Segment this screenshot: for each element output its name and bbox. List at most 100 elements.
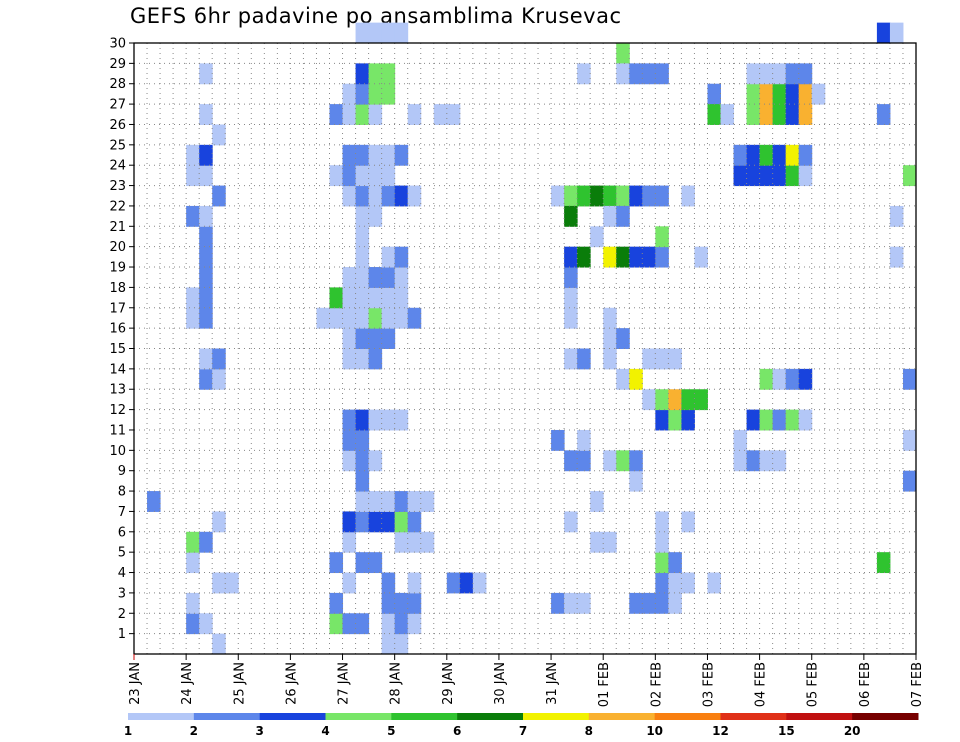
heat-cell (798, 165, 813, 187)
heat-cell (381, 287, 396, 309)
heat-cell (472, 572, 487, 594)
legend-label: 10 (646, 724, 663, 738)
heat-cell (655, 246, 669, 268)
heat-cell (785, 104, 800, 125)
heat-cell (368, 22, 383, 44)
y-tick-label: 10 (109, 444, 126, 459)
heat-cell (342, 165, 357, 187)
heat-cell (342, 267, 357, 288)
heat-cell (329, 165, 344, 187)
heat-cell (329, 104, 344, 125)
heat-cell (577, 246, 591, 268)
heat-cell (551, 185, 565, 207)
legend-label: 4 (321, 724, 329, 738)
legend-label: 1 (124, 724, 132, 738)
x-tick-label: 07 FEB (910, 662, 925, 707)
y-tick-label: 20 (109, 240, 126, 255)
heat-cell (681, 572, 695, 594)
heat-cell (655, 185, 669, 207)
heat-cell (655, 226, 669, 248)
heat-cell (368, 552, 383, 574)
heat-cell (316, 307, 330, 329)
heat-cell (577, 63, 591, 85)
heat-cell (329, 552, 344, 574)
heat-cell (707, 83, 721, 105)
heat-cell (577, 185, 591, 207)
heat-cell (746, 104, 761, 125)
heat-cell (590, 531, 604, 553)
y-tick-label: 29 (109, 57, 126, 72)
heat-cell (212, 572, 226, 594)
heat-cell (407, 491, 422, 512)
heat-cell (746, 450, 761, 472)
x-tick-label: 04 FEB (754, 662, 769, 707)
heat-cell (655, 531, 669, 553)
heat-cell (681, 389, 695, 411)
heat-cell (381, 63, 396, 85)
heat-cell (603, 531, 617, 553)
heat-cell (642, 389, 656, 411)
heat-cell (590, 491, 604, 512)
heat-cell (381, 328, 396, 349)
legend-swatch (457, 713, 524, 720)
heat-cell (342, 185, 357, 207)
heat-cell (394, 511, 409, 533)
heat-cell (212, 368, 226, 390)
heat-cell (798, 63, 813, 85)
heat-cell (368, 205, 383, 227)
x-tick-label: 30 JAN (493, 662, 508, 705)
heat-cell (420, 531, 435, 553)
legend-label: 2 (190, 724, 198, 738)
heat-cell (368, 267, 383, 288)
heat-cell (459, 572, 474, 594)
heat-cell (785, 409, 800, 431)
x-tick-label: 28 JAN (389, 662, 404, 705)
heat-cell (629, 592, 643, 614)
heat-cell (342, 409, 357, 431)
y-tick-label: 6 (118, 525, 126, 540)
heat-cell (355, 267, 370, 288)
heat-cell (629, 470, 643, 492)
heat-cell (668, 409, 682, 431)
y-tick-label: 26 (109, 118, 126, 133)
heat-cell (759, 368, 774, 390)
heat-cell (381, 83, 396, 105)
heat-cell (368, 287, 383, 309)
heat-cell (577, 450, 591, 472)
heat-cell (342, 307, 357, 329)
heat-cell (681, 185, 695, 207)
heat-cell (616, 328, 630, 349)
y-tick-label: 16 (109, 322, 126, 337)
heat-cell (381, 491, 396, 512)
legend-label: 12 (712, 724, 729, 738)
heat-cell (733, 144, 748, 166)
heat-cell (368, 165, 383, 187)
heat-cell (785, 368, 800, 390)
heat-cell (655, 348, 669, 370)
heat-cell (394, 307, 409, 329)
heat-cell (407, 613, 422, 635)
heat-cell (564, 592, 578, 614)
heat-cell (199, 104, 213, 125)
heat-cell (199, 287, 213, 309)
heat-cell (381, 572, 396, 594)
heat-cell (902, 470, 917, 492)
heat-cell (655, 409, 669, 431)
heat-cell (199, 63, 213, 85)
heat-cell (394, 246, 409, 268)
heat-cell (759, 165, 774, 187)
x-tick-label: 27 JAN (337, 662, 352, 705)
heat-cell (381, 307, 396, 329)
heat-cell (616, 450, 630, 472)
heat-cell (876, 552, 891, 574)
heat-cell (147, 491, 161, 512)
heat-cell (759, 63, 774, 85)
heat-cell (564, 348, 578, 370)
heat-cell (798, 83, 813, 105)
heat-cell (407, 511, 422, 533)
heat-cell (889, 22, 904, 44)
heat-cell (199, 368, 213, 390)
heat-cell (564, 307, 578, 329)
heat-cell (355, 409, 370, 431)
heat-cell (342, 348, 357, 370)
